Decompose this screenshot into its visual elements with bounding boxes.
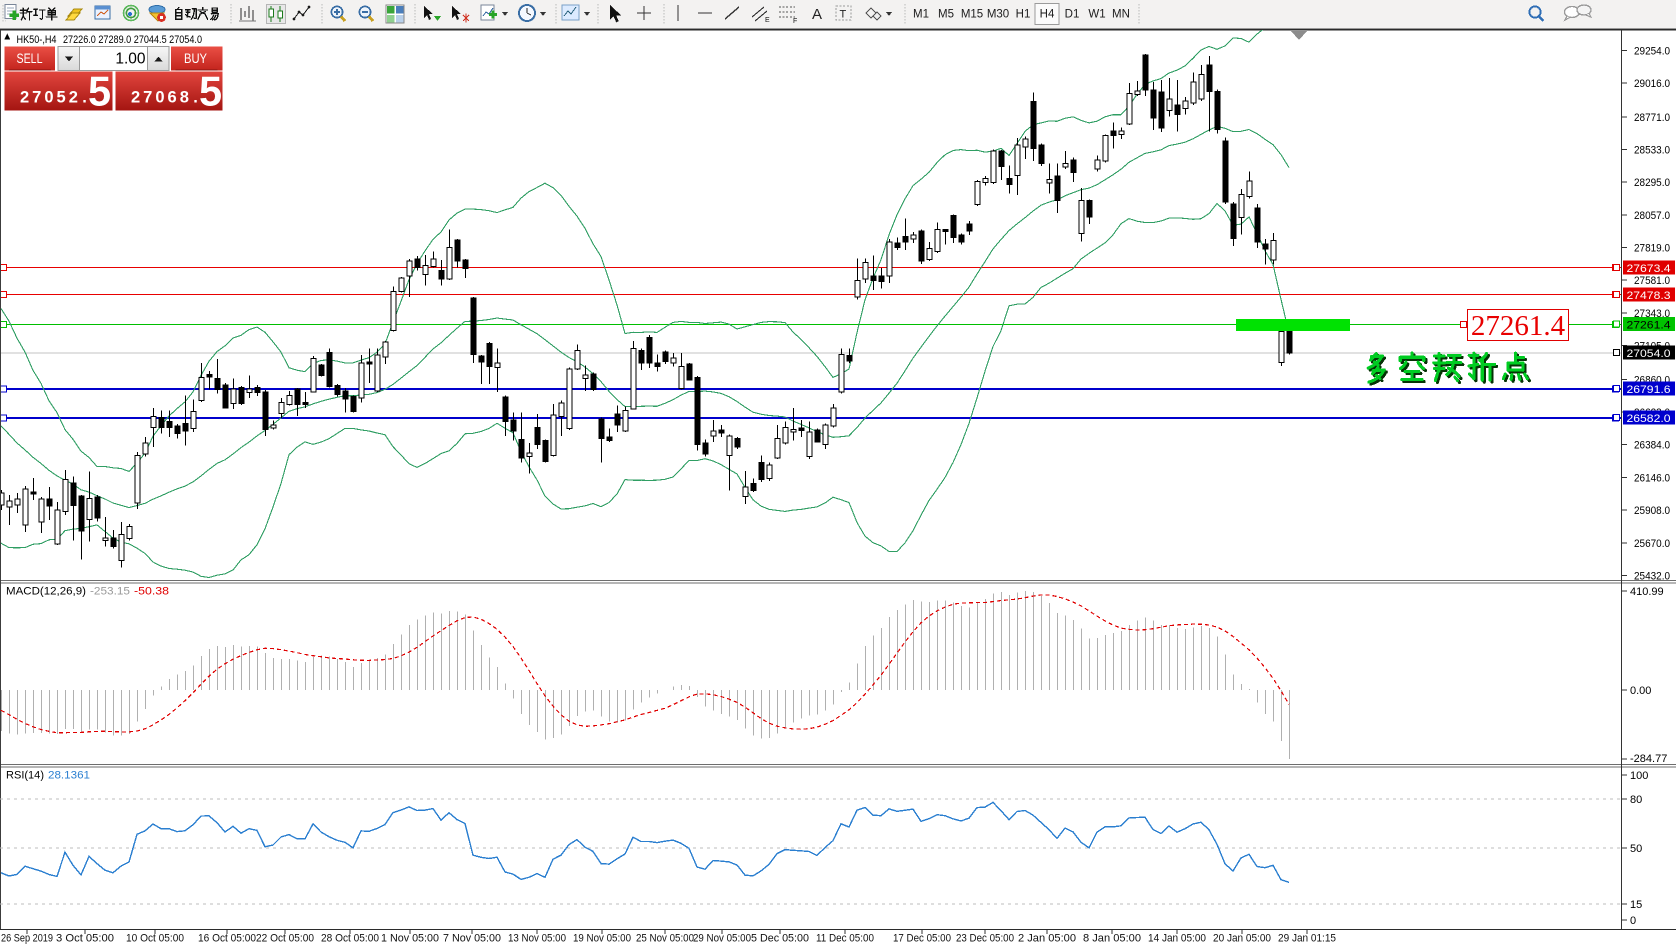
svg-text:28057.0: 28057.0 (1634, 210, 1670, 222)
svg-text:MN: MN (1112, 9, 1130, 21)
svg-text:13 Nov 05:00: 13 Nov 05:00 (508, 933, 566, 945)
svg-text:-50.38: -50.38 (134, 586, 169, 598)
svg-text:M30: M30 (987, 9, 1009, 21)
svg-text:T: T (840, 9, 847, 21)
svg-text:HK50-,H4: HK50-,H4 (17, 34, 57, 46)
svg-text:28.1361: 28.1361 (48, 770, 90, 782)
svg-text:28533.0: 28533.0 (1634, 144, 1670, 156)
svg-text:20 Jan 05:00: 20 Jan 05:00 (1213, 933, 1271, 945)
svg-text:27478.3: 27478.3 (1627, 290, 1671, 302)
svg-text:28771.0: 28771.0 (1634, 112, 1670, 124)
svg-text:25 Nov 05:00: 25 Nov 05:00 (636, 933, 694, 945)
svg-text:A: A (812, 6, 822, 23)
svg-text:F: F (793, 18, 797, 25)
svg-text:E: E (765, 17, 770, 24)
svg-text:28 Oct 05:00: 28 Oct 05:00 (321, 933, 379, 945)
svg-text:.: . (82, 89, 87, 107)
svg-text:-253.15: -253.15 (90, 586, 130, 598)
svg-text:3 Oct 05:00: 3 Oct 05:00 (56, 933, 114, 945)
svg-text:M15: M15 (961, 9, 983, 21)
svg-text:23 Dec 05:00: 23 Dec 05:00 (956, 933, 1014, 945)
svg-text:50: 50 (1630, 843, 1642, 855)
svg-text:26 Sep 2019: 26 Sep 2019 (1, 933, 53, 945)
svg-text:26384.0: 26384.0 (1634, 440, 1670, 452)
svg-text:25908.0: 25908.0 (1634, 505, 1670, 517)
svg-text:29016.0: 29016.0 (1634, 78, 1670, 90)
svg-text:H4: H4 (1040, 9, 1055, 21)
svg-text:D1: D1 (1065, 9, 1080, 21)
svg-text:15: 15 (1630, 899, 1642, 911)
svg-text:16 Oct 05:00: 16 Oct 05:00 (198, 933, 256, 945)
svg-text:0.00: 0.00 (1630, 685, 1651, 697)
svg-text:5 Dec 05:00: 5 Dec 05:00 (751, 933, 809, 945)
svg-text:8 Jan 05:00: 8 Jan 05:00 (1083, 933, 1141, 945)
svg-text:5: 5 (88, 68, 111, 115)
svg-text:SELL: SELL (17, 50, 43, 66)
svg-text:100: 100 (1630, 770, 1648, 782)
svg-text:1 Nov 05:00: 1 Nov 05:00 (381, 933, 439, 945)
svg-text:27261.4: 27261.4 (1627, 320, 1671, 332)
svg-text:M5: M5 (938, 9, 954, 21)
svg-text:28295.0: 28295.0 (1634, 177, 1670, 189)
svg-text:27261.4: 27261.4 (1471, 310, 1566, 342)
svg-text:29 Jan 01:15: 29 Jan 01:15 (1278, 933, 1336, 945)
svg-text:29 Nov 05:00: 29 Nov 05:00 (693, 933, 751, 945)
svg-text:22 Oct 05:00: 22 Oct 05:00 (256, 933, 314, 945)
svg-text:MACD(12,26,9): MACD(12,26,9) (6, 586, 86, 598)
svg-text:-284.77: -284.77 (1630, 753, 1667, 765)
svg-text:27068: 27068 (131, 89, 192, 107)
svg-text:11 Dec 05:00: 11 Dec 05:00 (816, 933, 874, 945)
svg-text:29254.0: 29254.0 (1634, 45, 1670, 57)
svg-text:0: 0 (1630, 915, 1636, 927)
svg-text:27054.0: 27054.0 (1627, 348, 1671, 360)
svg-text:RSI(14): RSI(14) (6, 770, 44, 782)
svg-text:80: 80 (1630, 794, 1642, 806)
svg-text:1.00: 1.00 (115, 51, 146, 68)
svg-text:W1: W1 (1088, 9, 1105, 21)
svg-text:27581.0: 27581.0 (1634, 275, 1670, 287)
svg-text:10 Oct 05:00: 10 Oct 05:00 (126, 933, 184, 945)
svg-text:27343.0: 27343.0 (1634, 308, 1670, 320)
svg-text:26582.0: 26582.0 (1627, 413, 1671, 425)
svg-text:26791.6: 26791.6 (1627, 384, 1671, 396)
svg-text:27819.0: 27819.0 (1634, 243, 1670, 255)
svg-text:27052: 27052 (20, 89, 81, 107)
svg-text:17 Dec 05:00: 17 Dec 05:00 (893, 933, 951, 945)
svg-text:27226.0 27289.0 27044.5 27054.: 27226.0 27289.0 27044.5 27054.0 (63, 34, 202, 46)
svg-text:BUY: BUY (184, 50, 208, 66)
svg-text:M1: M1 (913, 9, 929, 21)
svg-text:7 Nov 05:00: 7 Nov 05:00 (443, 933, 501, 945)
svg-text:25432.0: 25432.0 (1634, 571, 1670, 583)
svg-text:2 Jan 05:00: 2 Jan 05:00 (1018, 933, 1076, 945)
svg-text:14 Jan 05:00: 14 Jan 05:00 (1148, 933, 1206, 945)
svg-text:5: 5 (199, 68, 222, 115)
svg-text:19 Nov 05:00: 19 Nov 05:00 (573, 933, 631, 945)
svg-text:25670.0: 25670.0 (1634, 538, 1670, 550)
svg-text:.: . (193, 89, 198, 107)
svg-text:H1: H1 (1016, 9, 1031, 21)
svg-text:410.99: 410.99 (1630, 586, 1664, 598)
svg-text:26146.0: 26146.0 (1634, 472, 1670, 484)
svg-text:27673.4: 27673.4 (1627, 263, 1671, 275)
